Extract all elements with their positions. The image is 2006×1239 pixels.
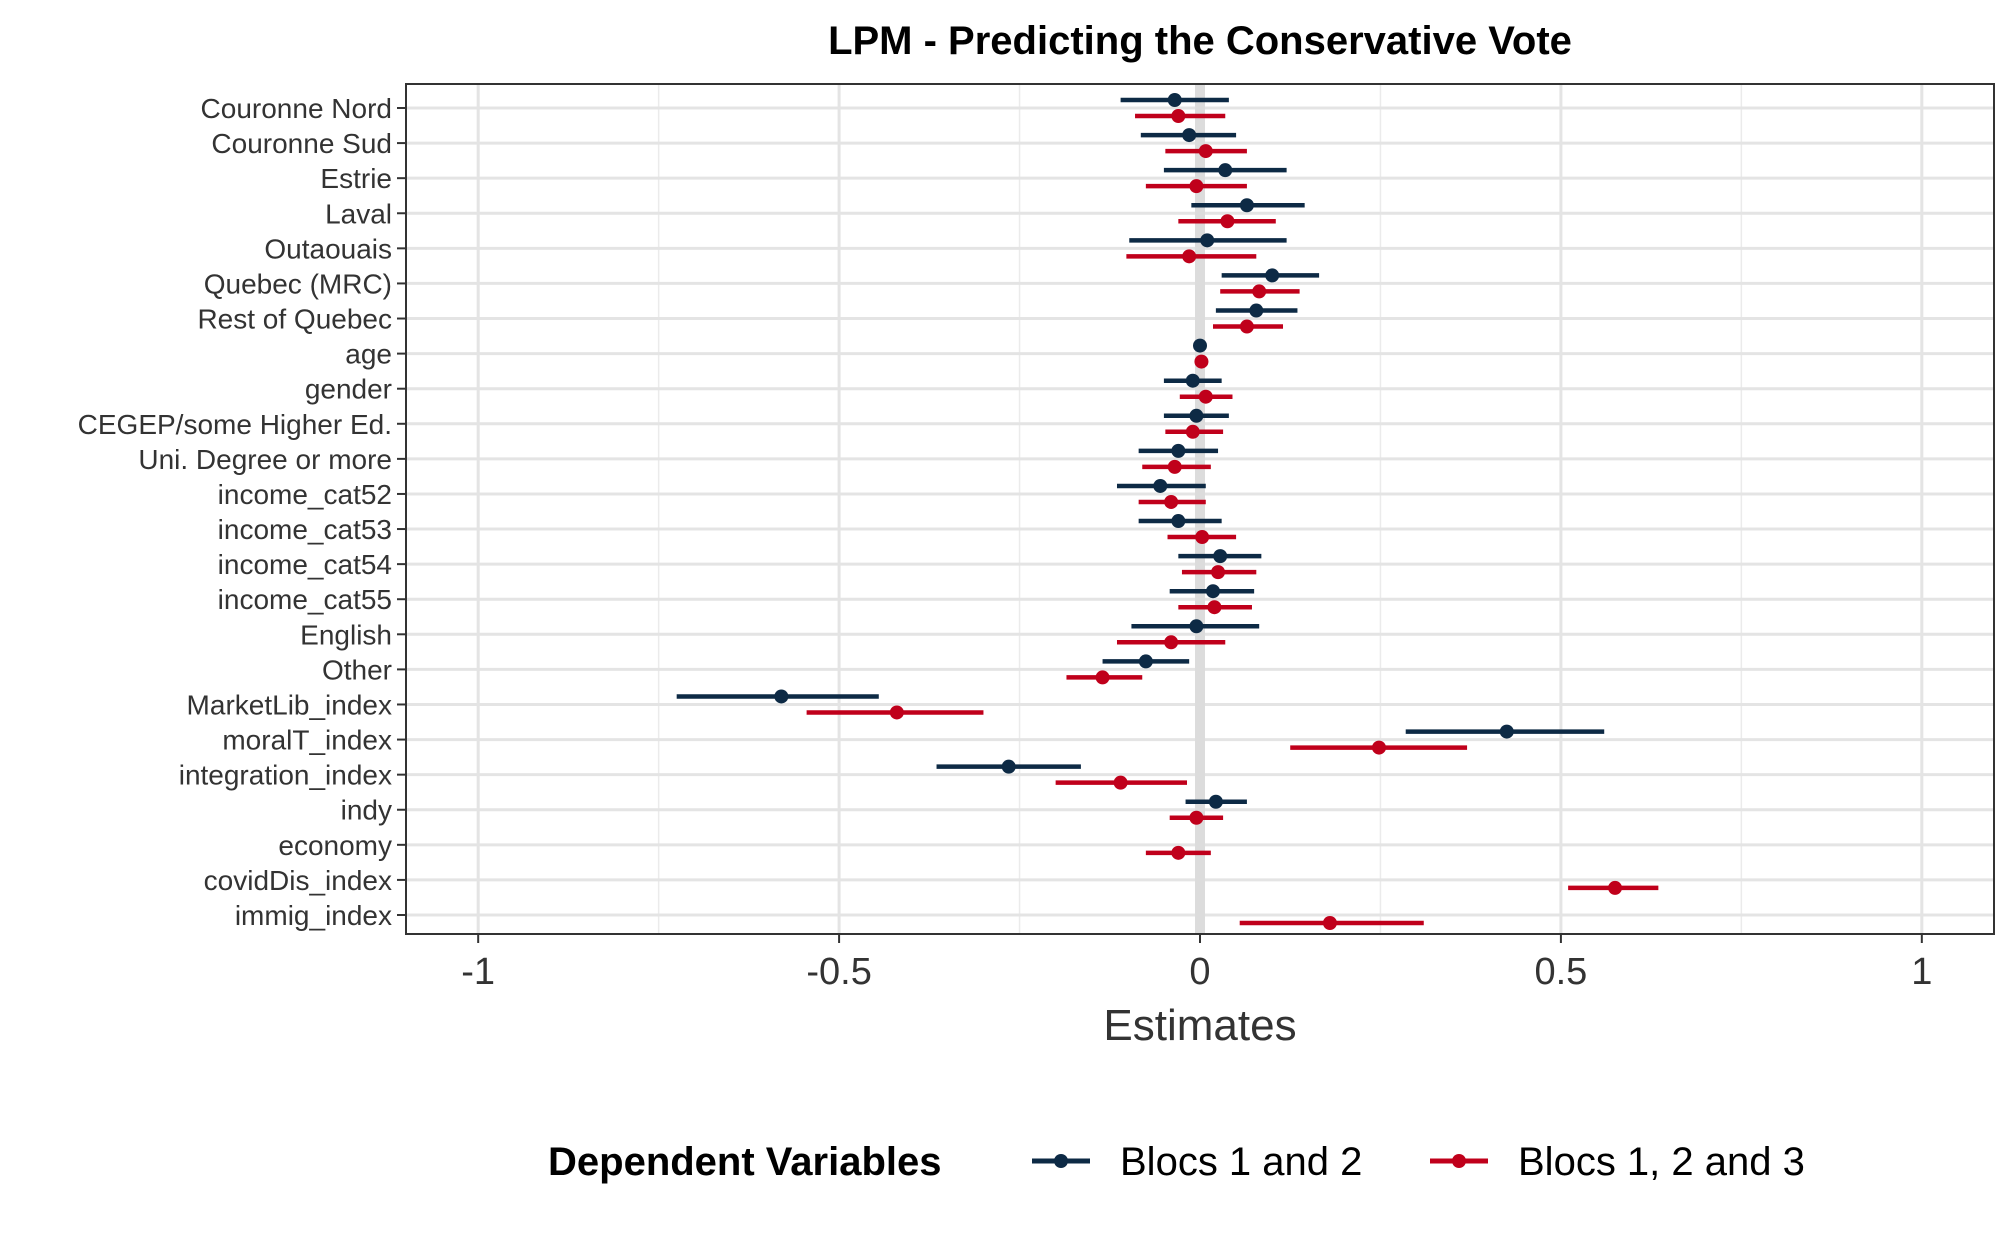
y-tick-label: indy <box>341 795 392 826</box>
estimate-point <box>1213 549 1228 564</box>
estimate-point <box>889 705 904 720</box>
estimate-point <box>1218 163 1233 178</box>
y-tick-label: Laval <box>325 198 392 229</box>
y-tick-label: income_cat52 <box>218 479 392 510</box>
estimate-point <box>1193 338 1207 353</box>
estimate-point <box>1265 268 1280 283</box>
estimate-point <box>1153 478 1168 493</box>
y-tick-label: age <box>345 339 392 370</box>
estimate-point <box>1113 775 1128 790</box>
estimate-point <box>1239 198 1254 213</box>
y-tick-label: gender <box>305 374 392 405</box>
estimate-point <box>1171 443 1186 458</box>
legend-label: Blocs 1, 2 and 3 <box>1518 1140 1805 1184</box>
estimate-point <box>1167 93 1182 107</box>
estimate-point <box>1207 600 1222 615</box>
estimate-point <box>1249 303 1264 318</box>
estimate-point <box>1220 214 1235 229</box>
y-tick-label: Rest of Quebec <box>197 304 392 335</box>
estimate-point <box>1164 494 1179 509</box>
y-tick-label: English <box>300 619 392 650</box>
y-tick-label: Couronne Sud <box>211 128 392 159</box>
estimate-point <box>1001 759 1016 774</box>
x-tick-label: 0 <box>1189 951 1210 993</box>
estimate-point <box>1189 408 1204 423</box>
legend-label: Blocs 1 and 2 <box>1120 1140 1362 1184</box>
estimate-point <box>1189 619 1204 634</box>
estimate-point <box>1138 654 1153 669</box>
estimate-point <box>1095 670 1110 685</box>
y-tick-label: MarketLib_index <box>187 689 392 720</box>
legend-key-point <box>1452 1154 1466 1168</box>
legend-item-1: Blocs 1 and 2 <box>1032 1140 1362 1184</box>
estimate-point <box>1185 373 1200 388</box>
estimate-point <box>1164 635 1179 650</box>
y-tick-label: immig_index <box>235 900 392 931</box>
estimate-point <box>1171 845 1186 860</box>
x-tick-label: 1 <box>1911 951 1932 993</box>
estimate-point <box>1189 179 1204 194</box>
y-tick-label: Uni. Degree or more <box>138 444 392 475</box>
chart-title: LPM - Predicting the Conservative Vote <box>828 19 1572 63</box>
estimate-point <box>1608 880 1623 895</box>
legend-item-2: Blocs 1, 2 and 3 <box>1430 1140 1805 1184</box>
estimate-point <box>1167 459 1182 474</box>
estimate-point <box>1499 724 1514 739</box>
y-tick-label: moralT_index <box>222 725 392 756</box>
series-2 <box>806 109 1659 930</box>
y-tick-label: covidDis_index <box>204 865 392 896</box>
x-tick-label: -1 <box>461 951 495 993</box>
estimate-point <box>1182 249 1197 264</box>
estimate-point <box>1171 514 1186 529</box>
estimate-point <box>1208 794 1223 809</box>
y-tick-label: income_cat53 <box>218 514 392 545</box>
estimate-point <box>1171 109 1186 123</box>
y-tick-label: income_cat54 <box>218 549 392 580</box>
y-tick-label: Outaouais <box>264 233 392 264</box>
y-tick-label: CEGEP/some Higher Ed. <box>78 409 392 440</box>
legend: Dependent Variables Blocs 1 and 2 Blocs 1… <box>548 1140 1805 1184</box>
y-tick-label: Estrie <box>320 163 392 194</box>
estimate-point <box>1189 810 1204 825</box>
legend-key-point <box>1054 1154 1068 1168</box>
estimate-point <box>1322 916 1337 930</box>
x-tick-label: 0.5 <box>1534 951 1587 993</box>
series-1 <box>676 93 1605 809</box>
x-axis-label: Estimates <box>1103 1001 1296 1050</box>
y-tick-label: Couronne Nord <box>201 93 392 124</box>
estimate-point <box>1195 530 1210 545</box>
y-tick-label: income_cat55 <box>218 584 392 615</box>
y-tick-label: Other <box>322 654 392 685</box>
estimate-point <box>1372 740 1387 755</box>
estimate-point <box>1200 233 1215 248</box>
estimate-point <box>774 689 789 704</box>
estimate-point <box>1205 584 1220 599</box>
estimate-point <box>1198 144 1213 159</box>
plot-area: Couronne Nord Couronne Sud Estrie Laval Outa… <box>78 83 1995 993</box>
estimate-point <box>1211 565 1226 580</box>
y-tick-label: economy <box>278 830 392 861</box>
y-tick-label: Quebec (MRC) <box>204 268 392 299</box>
y-tick-label: integration_index <box>179 760 392 791</box>
x-tick-label: -0.5 <box>806 951 871 993</box>
estimate-point <box>1185 424 1200 439</box>
legend-title: Dependent Variables <box>548 1140 941 1184</box>
estimate-point <box>1239 319 1254 334</box>
estimate-point <box>1252 284 1267 299</box>
estimate-point <box>1198 389 1213 404</box>
estimate-point <box>1194 354 1209 369</box>
estimate-point <box>1182 128 1197 143</box>
